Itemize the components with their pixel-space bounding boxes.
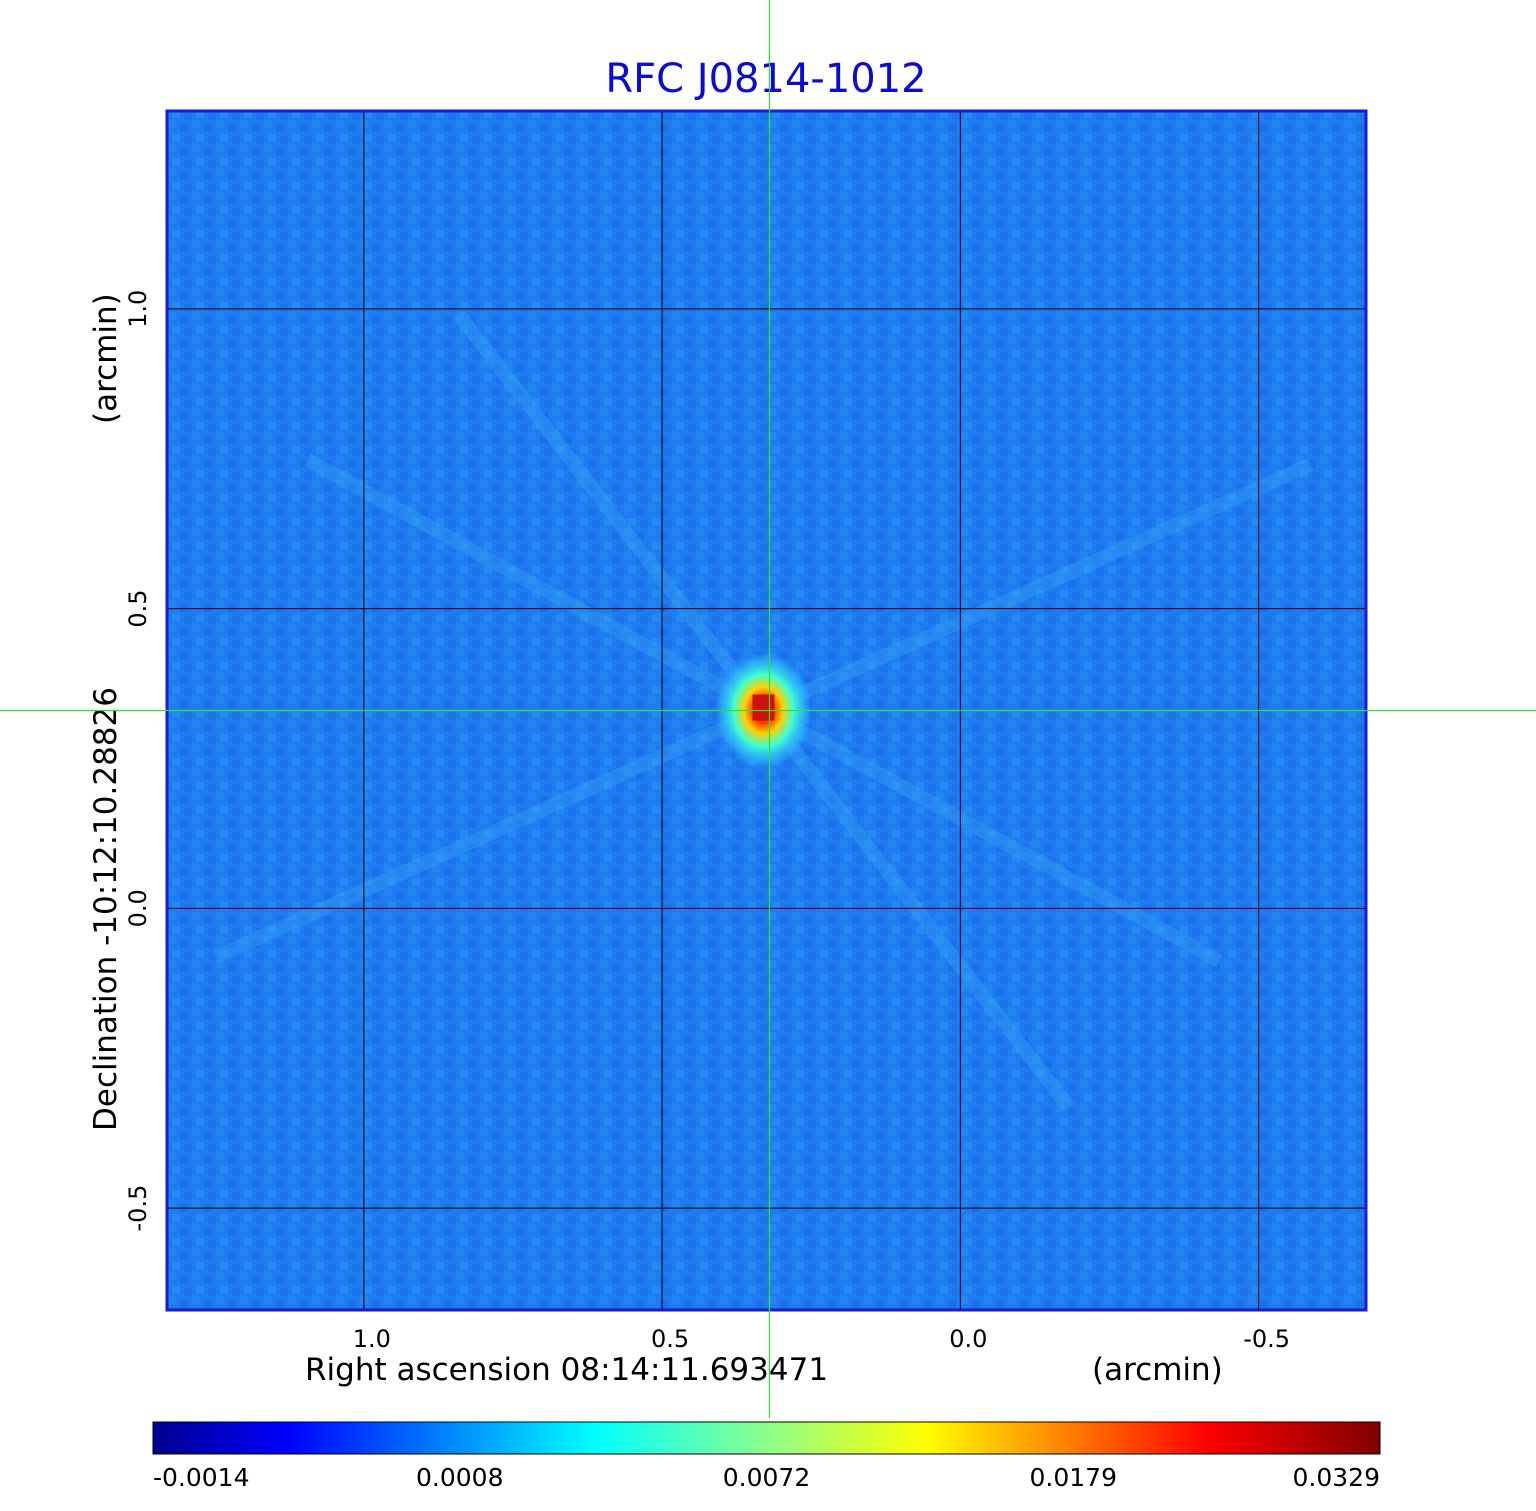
y-tick-label-2: 0.0: [124, 889, 152, 927]
x-tick-label-1: 0.5: [651, 1325, 689, 1353]
y-tick-labels: 1.0 0.5 0.0 -0.5: [124, 290, 152, 1232]
colorbar-tick-labels: -0.0014 0.0008 0.0072 0.0179 0.0329: [153, 1463, 1380, 1492]
colorbar-tick-label-2: 0.0072: [723, 1463, 810, 1492]
colorbar-tick-label-4: 0.0329: [1293, 1463, 1380, 1492]
radio-source-core: [752, 694, 775, 721]
y-axis-unit: (arcmin): [88, 293, 124, 424]
colorbar-tick-label-3: 0.0179: [1030, 1463, 1117, 1492]
x-axis-unit: (arcmin): [1092, 1352, 1223, 1388]
x-tick-label-2: 0.0: [949, 1325, 987, 1353]
x-tick-label-0: 1.0: [353, 1325, 391, 1353]
colorbar: [152, 1421, 1381, 1455]
y-tick-label-0: 1.0: [124, 290, 152, 328]
y-tick-label-3: -0.5: [124, 1185, 152, 1232]
colorbar-tick-label-1: 0.0008: [416, 1463, 503, 1492]
x-axis-label: Right ascension 08:14:11.693471: [305, 1352, 828, 1388]
x-tick-labels: 1.0 0.5 0.0 -0.5: [353, 1325, 1290, 1353]
colorbar-tick-label-0: -0.0014: [153, 1463, 250, 1492]
y-tick-label-1: 0.5: [124, 589, 152, 627]
chart-title: RFC J0814-1012: [605, 56, 926, 102]
crosshair-cursor[interactable]: [0, 0, 1536, 1418]
y-axis-label: Declination -10:12:10.28826: [88, 687, 124, 1131]
x-tick-label-3: -0.5: [1243, 1325, 1290, 1353]
